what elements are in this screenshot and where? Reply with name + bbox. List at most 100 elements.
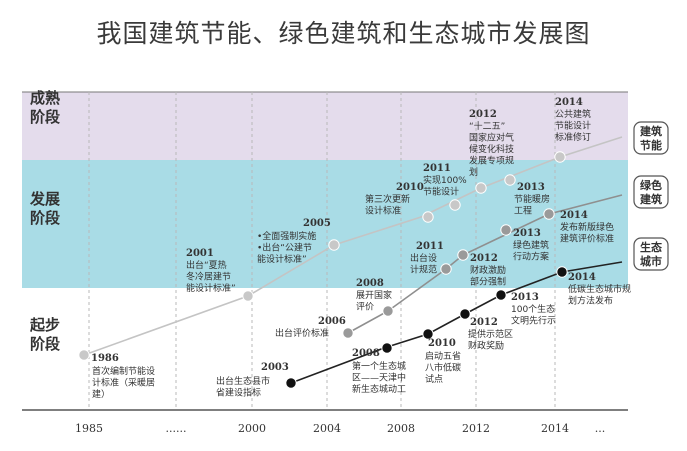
event-text: 财政奖励 [468, 340, 504, 352]
axis-tick-label: 1985 [75, 422, 103, 435]
event-text: 划方法发布 [568, 295, 613, 307]
stage-label: 阶段 [30, 209, 60, 227]
stage-label: 发展 [29, 190, 60, 208]
event-text: 省建设指标 [216, 387, 261, 399]
event-year: 2014 [555, 97, 583, 108]
track-tag-box [633, 175, 669, 209]
event-text: 区——天津中 [352, 372, 406, 384]
event-text: 评价 [356, 302, 374, 313]
event-dot [504, 174, 516, 186]
event-text: 行动方案 [513, 251, 549, 263]
event-text: 标准修订 [555, 131, 591, 143]
track-tag-box [633, 237, 669, 271]
event-text: 绿色建筑 [513, 239, 549, 251]
event-year: 2011 [423, 163, 451, 174]
track-tag-label: 生态 [640, 240, 662, 254]
event-text: 第三次更新 [365, 193, 410, 205]
axis-tick-label: ...... [166, 422, 187, 435]
event-text: 首次编制节能设 [92, 365, 155, 377]
event-year: 2012 [469, 109, 497, 120]
event-dot [422, 328, 434, 340]
event-dot [543, 208, 555, 220]
event-text: 候变化科技 [469, 143, 514, 155]
stage-label: 阶段 [30, 108, 60, 126]
time-axis: 1985...... 2000 2004 2008 2012 2014... [75, 422, 605, 435]
axis-tick-label: 2014 [541, 422, 569, 435]
event-dot [328, 239, 340, 251]
event-year: 2011 [416, 241, 444, 252]
event-text: 展开国家 [356, 289, 392, 301]
event-text: •全面强制实施 [257, 230, 316, 242]
event-text: 冬冷居建节 [186, 271, 231, 283]
event-year: 2014 [560, 210, 588, 221]
event-year: 2008 [352, 348, 380, 359]
track-tag-label: 绿色 [640, 178, 662, 192]
event-year: 2012 [470, 317, 498, 328]
event-dot [78, 349, 90, 361]
axis-tick-label: 2000 [238, 422, 266, 435]
stage-band [22, 288, 628, 410]
event-text: 国家应对气 [469, 132, 514, 144]
event-year: 2005 [303, 218, 331, 229]
event-text: 划 [469, 166, 478, 178]
event-text: 出台设 [410, 252, 437, 264]
event-dot [422, 211, 434, 223]
stage-label: 成熟 [30, 89, 60, 107]
event-text: “十二五” [469, 120, 505, 132]
event-year: 2003 [261, 362, 289, 373]
event-text: 出台“夏热 [186, 259, 227, 271]
stage-label: 起步 [29, 316, 60, 334]
event-dot [495, 289, 507, 301]
axis-tick-label: 2004 [313, 422, 341, 435]
event-text: 设计标准 [365, 205, 401, 217]
event-dot [554, 151, 566, 163]
event-text: 八市低碳 [425, 362, 461, 374]
event-year: 1986 [91, 353, 119, 364]
track-line [347, 194, 623, 334]
event-text: 能设计标准” [257, 253, 307, 265]
event-year: 2010 [396, 182, 424, 193]
track-tag: 生态城市 [633, 237, 669, 271]
event-text: 计规范 [410, 264, 437, 276]
event-year: 2013 [513, 228, 541, 239]
event-text: 实现100% [423, 174, 467, 186]
event-markers: 1986首次编制节能设计标准（采暖居建）2001出台“夏热冬冷居建节能设计标准”… [78, 97, 631, 400]
event-dot [285, 377, 297, 389]
event-dot [342, 327, 354, 339]
event-text: 试点 [425, 373, 443, 385]
event-year: 2001 [186, 248, 214, 259]
track-tag: 绿色建筑 [633, 175, 669, 209]
event-dot [556, 266, 568, 278]
event-dot [382, 305, 394, 317]
track-tag-label: 节能 [640, 138, 662, 152]
event-text: 部分强制 [470, 276, 506, 288]
stage-band [22, 92, 628, 160]
event-text: 建） [92, 388, 110, 400]
event-text: 公共建筑 [555, 108, 591, 120]
track-tag-box [633, 121, 669, 155]
event-year: 2012 [470, 253, 498, 264]
event-text: 新生态城动工 [352, 383, 406, 395]
track-tag: 建筑节能 [633, 121, 669, 155]
event-text: 能设计标准” [186, 282, 236, 294]
event-year: 2014 [568, 272, 596, 283]
event-text: 节能设计 [555, 120, 591, 132]
page-title: 我国建筑节能、绿色建筑和生态城市发展图 [96, 19, 591, 48]
